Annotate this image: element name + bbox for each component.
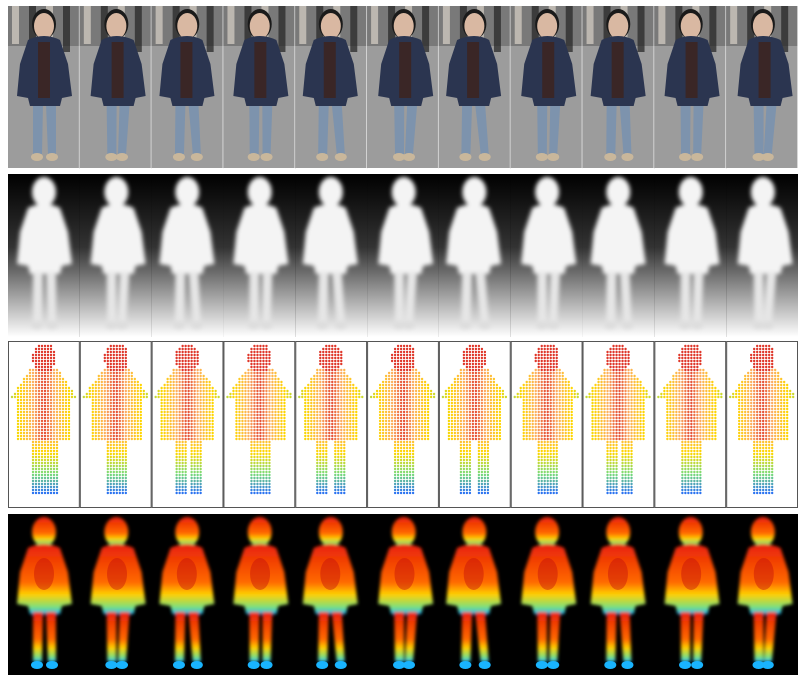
heatmap-frame (295, 514, 368, 675)
heatmap-frame (79, 514, 152, 675)
rgb-frame (223, 6, 296, 169)
depth-frame (726, 174, 798, 337)
rgb-frame (654, 6, 727, 169)
depth-frame (510, 174, 583, 337)
depth-frame (295, 174, 368, 337)
rgb-frame (367, 6, 439, 169)
heatmap-frame (367, 514, 439, 675)
rgb-frame (79, 6, 152, 169)
depth-frame (582, 174, 655, 337)
heatmap-frame (510, 514, 583, 675)
point-cloud-frame (223, 341, 296, 508)
point-cloud-frame (582, 341, 655, 508)
rgb-frame (295, 6, 368, 169)
depth-frame (8, 174, 80, 337)
point-cloud-frame (79, 341, 152, 508)
depth-frame (367, 174, 439, 337)
point-cloud-frame (654, 341, 727, 508)
depth-frame (151, 174, 224, 337)
point-cloud-frame (726, 341, 798, 508)
point-cloud-frame (438, 341, 511, 508)
heatmap-frame (726, 514, 798, 675)
heatmap-frame (8, 514, 80, 675)
rgb-frame (438, 6, 511, 169)
heatmap-frame (438, 514, 511, 675)
depth-frame (654, 174, 727, 337)
rgb-frame (582, 6, 655, 169)
depth-frame (79, 174, 152, 337)
depth-frame (223, 174, 296, 337)
depth-frames-row (8, 174, 798, 337)
point-cloud-frame (367, 341, 439, 508)
point-cloud-frame (8, 341, 80, 508)
point-cloud-frame (295, 341, 368, 508)
heatmap-frame (582, 514, 655, 675)
heatmap-frame (223, 514, 296, 675)
rgb-frame (8, 6, 80, 169)
rgb-frame (510, 6, 583, 169)
heatmap-frame (151, 514, 224, 675)
point-cloud-frame (151, 341, 224, 508)
point-cloud-frame (510, 341, 583, 508)
point-cloud-frames-row (8, 340, 798, 509)
depth-frame (438, 174, 511, 337)
heatmap-frames-row (8, 514, 798, 675)
rgb-frame (151, 6, 224, 169)
rgb-frames-row (8, 6, 798, 169)
rgb-frame (726, 6, 798, 169)
heatmap-frame (654, 514, 727, 675)
